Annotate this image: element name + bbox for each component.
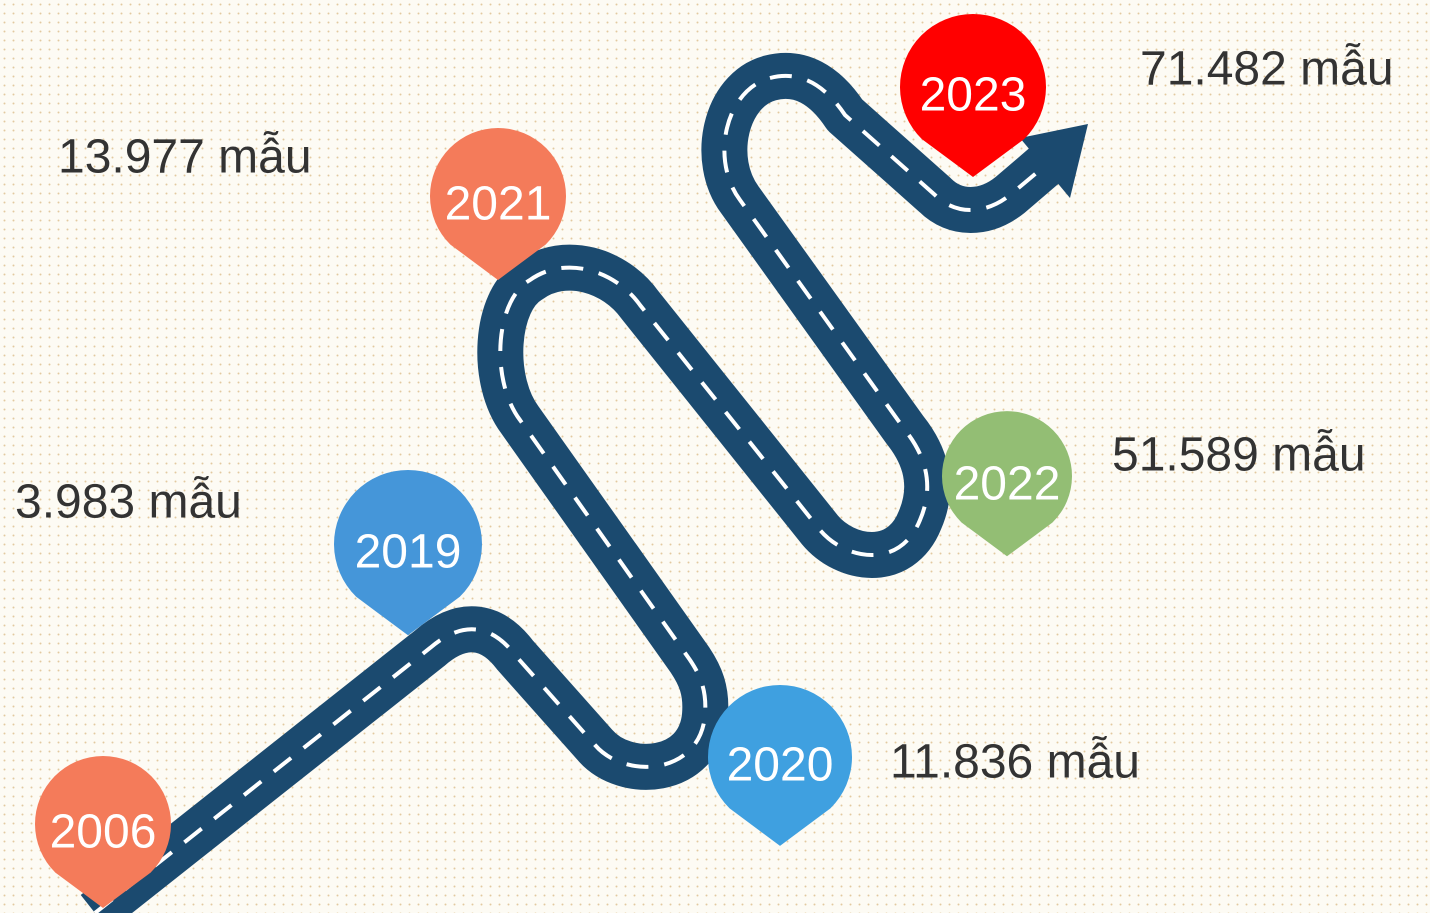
pin-shape <box>899 13 1046 178</box>
road-dash <box>93 73 1042 913</box>
count-label: 51.589 mẫu <box>1112 428 1366 482</box>
pin-year: 2022 <box>954 458 1061 511</box>
pin-year: 2019 <box>355 526 462 579</box>
pin: 2020 <box>708 684 853 846</box>
count-label: 3.983 mẫu <box>15 475 242 529</box>
pin-year: 2023 <box>920 69 1027 122</box>
pin: 2023 <box>899 13 1046 178</box>
pin-shape <box>942 411 1073 557</box>
pin-year: 2020 <box>727 739 834 792</box>
pin-shape <box>35 756 172 908</box>
pin: 2021 <box>430 128 566 280</box>
road-arrow <box>1020 124 1088 198</box>
count-label: 11.836 mẫu <box>890 735 1140 789</box>
pin-shape <box>430 128 566 280</box>
road <box>80 52 1088 913</box>
counts: 13.977 mẫu 3.983 mẫu 11.836 mẫu 51.589 mẫu 7… <box>15 42 1394 789</box>
pin: 2019 <box>334 469 482 636</box>
count-label: 71.482 mẫu <box>1140 42 1394 96</box>
count-label: 13.977 mẫu <box>58 130 312 184</box>
pin: 2006 <box>35 756 172 908</box>
pin-year: 2021 <box>445 178 552 231</box>
pin-shape <box>708 684 853 846</box>
pins: 2006 2019 2020 2021 2022 2023 <box>35 13 1073 908</box>
pin: 2022 <box>942 411 1073 557</box>
pin-year: 2006 <box>50 806 157 859</box>
pin-shape <box>334 469 482 636</box>
